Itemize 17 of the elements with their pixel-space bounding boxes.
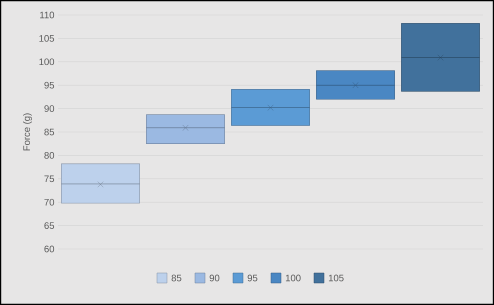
- y-tick-label: 80: [44, 152, 54, 159]
- y-tick-label: 95: [44, 82, 54, 89]
- y-tick-label: 70: [44, 198, 54, 206]
- y-tick-label: 105: [39, 35, 54, 42]
- legend-label: 90: [210, 274, 220, 282]
- legend-label: 95: [248, 274, 258, 282]
- y-tick-label: 85: [44, 128, 54, 136]
- y-tick-label: 65: [44, 222, 54, 229]
- y-tick-label: 75: [44, 175, 54, 182]
- y-tick-label: 60: [44, 246, 54, 252]
- legend-label: 105: [328, 274, 344, 282]
- y-axis-title: Force (g): [23, 113, 32, 150]
- legend-label: 85: [172, 274, 182, 282]
- y-tick-label: 110: [40, 12, 54, 18]
- legend-label: 100: [286, 274, 301, 282]
- y-tick-label: 90: [44, 105, 54, 112]
- y-tick-label: 100: [39, 58, 54, 66]
